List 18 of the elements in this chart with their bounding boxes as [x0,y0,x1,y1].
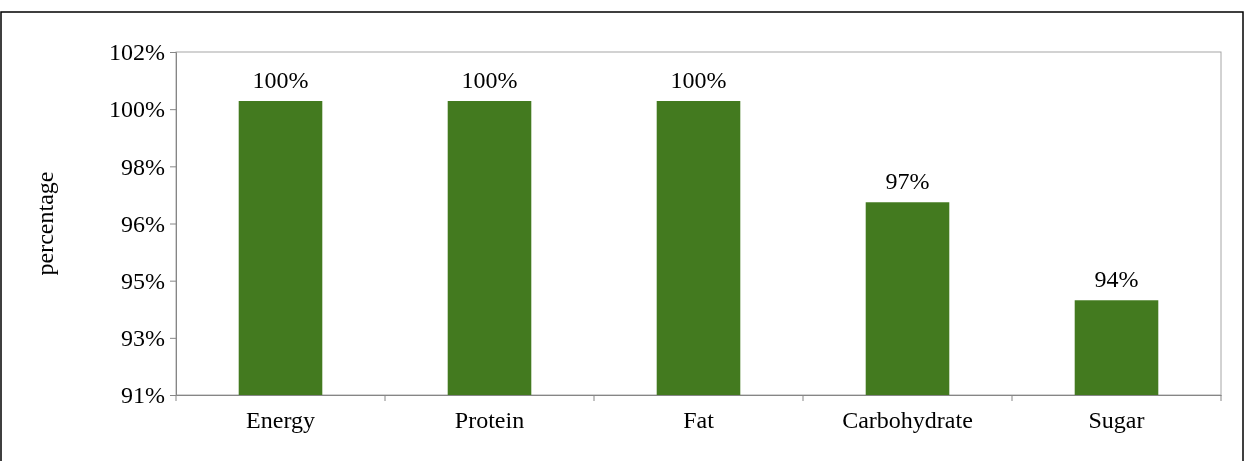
x-tick-label: Sugar [1088,407,1145,434]
y-tick-label: 95% [121,267,165,294]
y-tick-label: 102% [109,39,165,66]
y-tick-label: 93% [121,325,165,352]
data-label: 97% [885,168,930,195]
y-tick-label: 98% [121,153,165,180]
data-label: 100% [252,67,309,93]
data-label: 100% [461,67,518,93]
x-tick-label: Protein [454,407,525,434]
data-label: 94% [1094,266,1139,293]
y-axis-title: percentage [32,171,58,276]
data-label: 100% [670,67,727,93]
x-tick-label: Energy [246,407,315,434]
y-tick-label: 96% [121,210,165,237]
x-tick-label: Carbohydrate [842,407,973,434]
y-tick-label: 91% [121,382,165,409]
y-tick-label: 100% [109,96,165,123]
x-tick-label: Fat [683,407,715,434]
